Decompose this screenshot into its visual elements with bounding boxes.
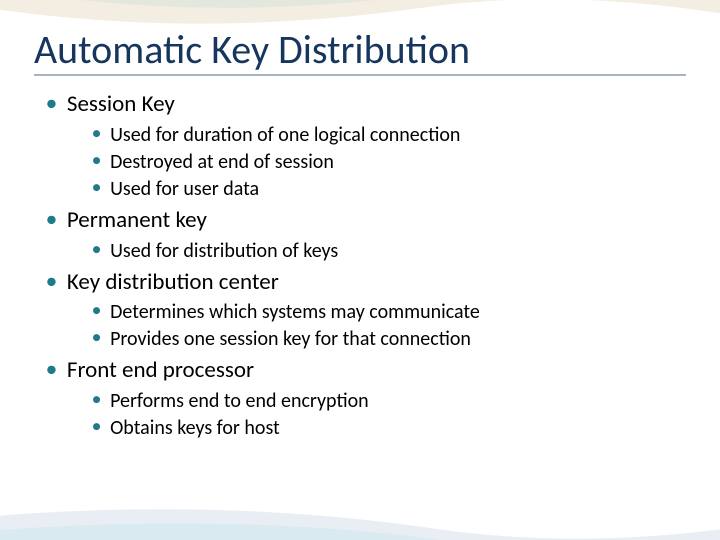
list-item: ● Provides one session key for that conn… [92,326,686,352]
lvl2-label: Used for duration of one logical connect… [110,122,460,148]
bullet-icon: ● [92,176,101,200]
lvl2-label: Used for user data [110,176,259,202]
list-item: ● Session Key ● Used for duration of one… [34,90,686,202]
lvl1-row: ● Session Key [34,90,686,119]
lvl2-label: Determines which systems may communicate [110,299,480,325]
list-item: ● Permanent key ● Used for distribution … [34,206,686,264]
bullet-icon: ● [92,149,101,173]
lvl1-row: ● Key distribution center [34,268,686,297]
lvl1-row: ● Permanent key [34,206,686,235]
sublist: ● Used for duration of one logical conne… [34,122,686,202]
bullet-icon: ● [46,206,57,232]
list-item: ● Determines which systems may communica… [92,299,686,325]
list-item: ● Used for user data [92,176,686,202]
list-item: ● Used for duration of one logical conne… [92,122,686,148]
title-underline [34,74,686,76]
lvl1-label: Permanent key [67,206,207,235]
lvl1-label: Session Key [67,90,175,119]
sublist: ● Performs end to end encryption ● Obtai… [34,388,686,441]
lvl1-row: ● Front end processor [34,356,686,385]
bullet-icon: ● [92,238,101,262]
lvl1-label: Front end processor [67,356,254,385]
bullet-icon: ● [92,415,101,439]
bullet-icon: ● [46,90,57,116]
sublist: ● Used for distribution of keys [34,238,686,264]
bullet-icon: ● [92,326,101,350]
bullet-icon: ● [92,122,101,146]
list-item: ● Destroyed at end of session [92,149,686,175]
lvl2-label: Destroyed at end of session [110,149,334,175]
list-item: ● Performs end to end encryption [92,388,686,414]
slide-title: Automatic Key Distribution [34,28,686,72]
list-item: ● Front end processor ● Performs end to … [34,356,686,441]
list-item: ● Used for distribution of keys [92,238,686,264]
bullet-icon: ● [46,356,57,382]
lvl1-label: Key distribution center [67,268,279,297]
bullet-list: ● Session Key ● Used for duration of one… [34,90,686,441]
list-item: ● Key distribution center ● Determines w… [34,268,686,353]
lvl2-label: Used for distribution of keys [110,238,338,264]
lvl2-label: Performs end to end encryption [110,388,369,414]
lvl2-label: Provides one session key for that connec… [110,326,471,352]
list-item: ● Obtains keys for host [92,415,686,441]
sublist: ● Determines which systems may communica… [34,299,686,352]
bullet-icon: ● [92,388,101,412]
lvl2-label: Obtains keys for host [110,415,280,441]
bullet-icon: ● [46,268,57,294]
bullet-icon: ● [92,299,101,323]
slide-content: Automatic Key Distribution ● Session Key… [0,0,720,465]
